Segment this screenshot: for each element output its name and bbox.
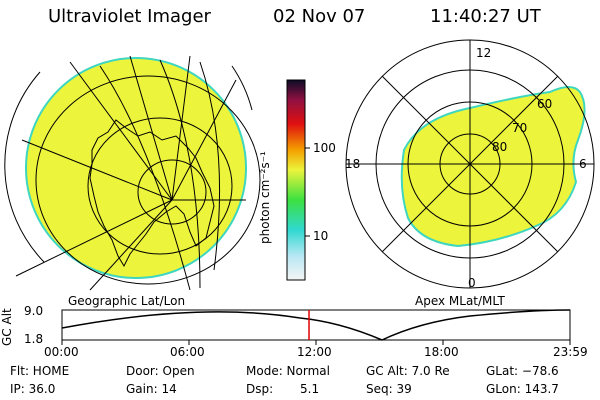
status-gain: Gain: 14 — [126, 382, 177, 396]
apex-panel-label: Apex MLat/MLT — [415, 294, 505, 308]
time-tick-2359: 23:59 — [553, 345, 588, 359]
mlt-label-12: 12 — [476, 46, 492, 60]
time-tick-0000: 00:00 — [44, 345, 79, 359]
mlt-label-18: 18 — [345, 157, 361, 171]
colorbar-tick-100: 100 — [313, 141, 336, 155]
status-dsp-value: 5.1 — [300, 382, 320, 396]
status-ip: IP: 36.0 — [10, 382, 56, 396]
altitude-curve — [61, 309, 571, 341]
status-dsp: Dsp: — [246, 382, 274, 396]
status-glon: GLon: 143.7 — [486, 382, 559, 396]
altitude-plot — [61, 309, 571, 345]
mlt-label-6: 6 — [579, 157, 587, 171]
apex-polar-plot — [345, 39, 595, 289]
status-door: Door: Open — [126, 364, 195, 378]
mlt-label-0: 0 — [468, 276, 476, 290]
status-gc-alt: GC Alt: 7.0 Re — [366, 364, 450, 378]
colorbar-unit-label: photon cm⁻²s⁻¹ — [258, 151, 272, 244]
time-tick-0600: 06:00 — [170, 345, 205, 359]
geo-panel-label: Geographic Lat/Lon — [68, 294, 186, 308]
geo-aurora-disk — [25, 57, 247, 279]
status-seq: Seq: 39 — [366, 382, 412, 396]
status-glat: GLat: −78.6 — [486, 364, 559, 378]
altitude-ymin: 1.8 — [24, 332, 44, 346]
altitude-ylabel: GC Alt — [0, 308, 14, 346]
colorbar-tick-10: 10 — [313, 229, 329, 243]
geographic-map — [4, 55, 261, 291]
mlat-label-80: 80 — [492, 140, 508, 154]
coastline — [89, 119, 215, 268]
instrument-title: Ultraviolet Imager — [48, 6, 211, 27]
date-label: 02 Nov 07 — [273, 6, 366, 27]
apex-aurora-oval — [400, 86, 586, 248]
time-tick-1200: 12:00 — [297, 345, 332, 359]
altitude-ymax: 9.0 — [24, 304, 44, 318]
mlat-label-60: 60 — [537, 97, 553, 111]
time-label: 11:40:27 UT — [430, 6, 541, 27]
status-flt: Flt: HOME — [10, 364, 70, 378]
colorbar — [286, 79, 306, 281]
time-tick-1800: 18:00 — [424, 345, 459, 359]
status-mode: Mode: Normal — [246, 364, 330, 378]
mlat-label-70: 70 — [512, 121, 528, 135]
